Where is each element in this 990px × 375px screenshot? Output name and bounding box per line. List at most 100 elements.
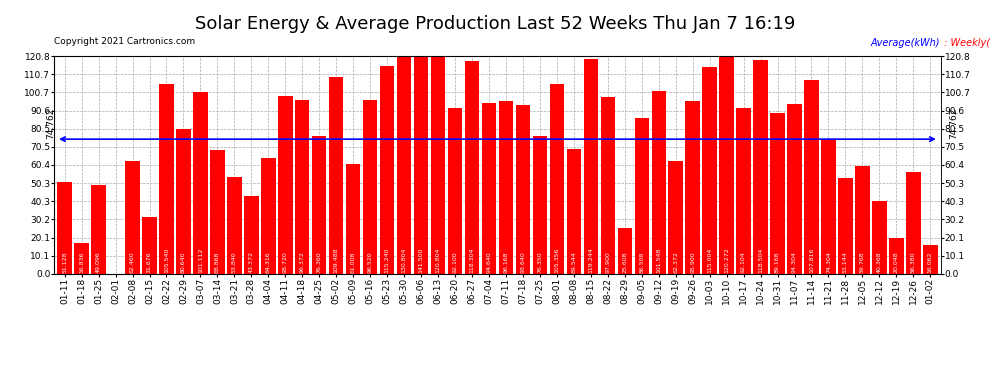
Text: Solar Energy & Average Production Last 52 Weeks Thu Jan 7 16:19: Solar Energy & Average Production Last 5… [195,15,795,33]
Text: 62.460: 62.460 [130,251,135,273]
Text: 89.168: 89.168 [775,251,780,273]
Text: 76.360: 76.360 [317,251,322,273]
Bar [414,56,429,274]
Text: 43.372: 43.372 [248,251,253,273]
Text: 92.104: 92.104 [742,251,746,273]
Text: 76.350: 76.350 [538,251,543,273]
Bar [499,100,513,274]
Bar [737,108,750,274]
Bar [566,148,581,274]
Text: 94.304: 94.304 [792,251,797,273]
Bar [295,100,310,274]
Text: 31.676: 31.676 [147,251,152,273]
Text: 105.356: 105.356 [554,248,559,273]
Bar [346,164,360,274]
Text: 101.112: 101.112 [198,248,203,273]
Bar [889,238,904,274]
Bar [464,61,479,274]
Text: 74.304: 74.304 [826,251,831,273]
Bar [804,80,819,274]
Text: 74.762: 74.762 [47,108,55,139]
Text: 61.008: 61.008 [350,252,355,273]
Bar [753,60,768,274]
Bar [447,108,462,274]
Text: 120.804: 120.804 [436,248,441,273]
Bar [685,101,700,274]
Text: 94.640: 94.640 [486,251,491,273]
Bar [397,56,411,274]
Text: Copyright 2021 Cartronics.com: Copyright 2021 Cartronics.com [54,38,196,46]
Text: 130.804: 130.804 [402,248,407,273]
Bar [635,118,649,274]
Text: 80.640: 80.640 [181,251,186,273]
Bar [549,84,564,274]
Text: 95.900: 95.900 [690,251,695,273]
Text: 16.062: 16.062 [928,251,933,273]
Bar [143,217,156,274]
Text: 16.836: 16.836 [79,251,84,273]
Bar [651,91,666,274]
Bar [618,228,632,274]
Text: 141.500: 141.500 [419,248,424,273]
Bar [822,140,836,274]
Text: 25.608: 25.608 [623,251,628,273]
Text: 51.128: 51.128 [62,251,67,273]
Text: : Weekly(kWh): : Weekly(kWh) [940,38,990,48]
Bar [872,201,887,274]
Text: 64.316: 64.316 [266,251,271,273]
Text: 53.144: 53.144 [842,251,848,273]
Text: 69.544: 69.544 [571,251,576,273]
Bar [126,161,140,274]
Text: 59.768: 59.768 [860,251,865,273]
Bar [312,136,327,274]
Bar [703,67,717,274]
Bar [176,129,191,274]
Text: 107.816: 107.816 [809,248,814,273]
Bar [159,84,173,274]
Text: 115.240: 115.240 [385,248,390,273]
Bar [839,178,852,274]
Bar [91,185,106,274]
Text: 105.540: 105.540 [164,248,169,273]
Text: 56.380: 56.380 [911,251,916,273]
Text: 68.868: 68.868 [215,252,220,273]
Bar [601,98,615,274]
Bar [923,245,938,274]
Text: 101.548: 101.548 [656,248,661,273]
Text: 49.096: 49.096 [96,251,101,273]
Bar [210,150,225,274]
Text: 118.304: 118.304 [469,248,474,273]
Text: 96.372: 96.372 [300,251,305,273]
Bar [329,76,344,274]
Text: 96.168: 96.168 [504,251,509,273]
Text: 115.004: 115.004 [707,248,712,273]
Text: 120.272: 120.272 [724,247,729,273]
Text: 109.488: 109.488 [334,248,339,273]
Bar [74,243,89,274]
Bar [668,162,683,274]
Bar [533,136,547,274]
Bar [770,113,785,274]
Bar [227,177,242,274]
Text: 62.372: 62.372 [673,251,678,273]
Bar [245,196,258,274]
Bar [193,92,208,274]
Bar [516,105,531,274]
Text: 118.504: 118.504 [758,248,763,273]
Bar [431,56,446,274]
Text: 20.048: 20.048 [894,251,899,273]
Text: 86.508: 86.508 [640,252,644,273]
Text: 92.100: 92.100 [452,251,457,273]
Text: Average(kWh): Average(kWh) [871,38,940,48]
Text: 53.840: 53.840 [232,251,237,273]
Bar [584,59,598,274]
Text: 96.520: 96.520 [367,251,372,273]
Bar [363,100,377,274]
Bar [380,66,394,274]
Bar [906,172,921,274]
Text: 119.244: 119.244 [588,247,593,273]
Bar [482,104,496,274]
Bar [261,158,275,274]
Text: 74.762: 74.762 [949,108,958,139]
Text: 97.900: 97.900 [605,251,610,273]
